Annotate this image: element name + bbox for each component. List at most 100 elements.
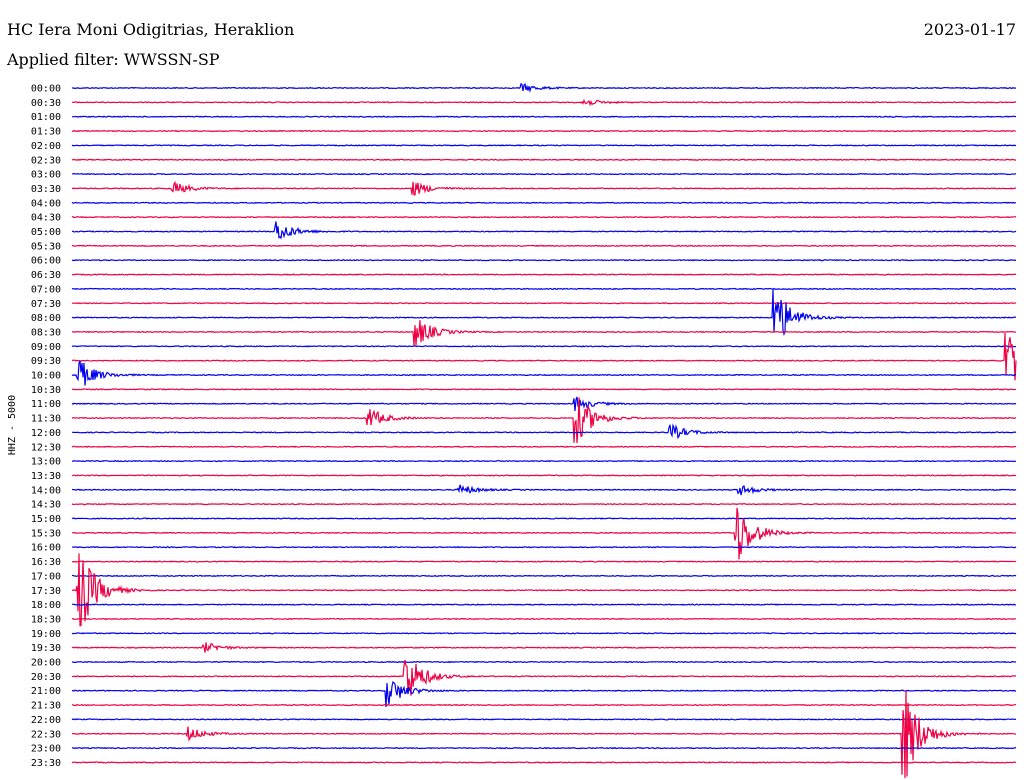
trace-row	[71, 98, 1017, 107]
trace-row	[71, 332, 1017, 381]
row-time-label: 13:00	[31, 457, 61, 468]
row-time-label: 22:30	[31, 729, 61, 740]
row-time-label: 10:30	[31, 385, 61, 396]
trace-row	[71, 360, 1017, 386]
trace-row	[71, 484, 1017, 496]
trace-row	[71, 129, 1017, 133]
trace-row	[71, 221, 1017, 240]
trace-row	[71, 761, 1017, 764]
row-time-label: 07:30	[31, 299, 61, 310]
row-time-label: 15:00	[31, 514, 61, 525]
row-time-label: 12:30	[31, 442, 61, 453]
trace-row	[71, 345, 1017, 348]
row-time-label: 11:30	[31, 414, 61, 425]
trace-row	[72, 545, 1017, 549]
row-time-label: 21:30	[31, 701, 61, 712]
row-time-label: 18:30	[31, 614, 61, 625]
trace-row	[71, 258, 1017, 262]
trace-row	[71, 642, 1017, 653]
trace-row	[71, 603, 1017, 606]
row-time-label: 21:00	[31, 686, 61, 697]
row-time-label: 14:00	[31, 485, 61, 496]
trace-row	[71, 680, 1017, 708]
row-time-label: 20:30	[31, 672, 61, 683]
trace-row	[71, 689, 1017, 779]
trace-row	[71, 459, 1017, 463]
row-time-label: 12:00	[31, 428, 61, 439]
row-time-label: 17:00	[31, 571, 61, 582]
row-time-label: 20:00	[31, 658, 61, 669]
row-time-label: 09:00	[31, 342, 61, 353]
trace-row	[71, 397, 1017, 444]
row-time-label: 10:00	[31, 371, 61, 382]
row-time-label: 18:00	[31, 600, 61, 611]
trace-row	[71, 423, 1017, 440]
trace-row	[71, 507, 1017, 560]
row-time-label: 13:30	[31, 471, 61, 482]
row-time-label: 05:30	[31, 241, 61, 252]
row-time-label: 02:00	[31, 141, 61, 152]
row-time-label: 11:00	[31, 399, 61, 410]
date-label: 2023-01-17	[923, 20, 1016, 39]
row-time-label: 22:00	[31, 715, 61, 726]
trace-row	[71, 172, 1017, 176]
trace-row	[71, 180, 1017, 196]
trace-row	[71, 289, 1017, 337]
row-time-label: 08:30	[31, 327, 61, 338]
trace-row	[71, 632, 1017, 635]
trace-row	[71, 474, 1017, 477]
row-time-label: 06:30	[31, 270, 61, 281]
row-time-label: 07:00	[31, 284, 61, 295]
row-time-label: 04:00	[31, 198, 61, 209]
trace-row	[71, 388, 1017, 391]
station-title: HC Iera Moni Odigitrias, Heraklion	[7, 20, 295, 39]
row-time-label: 17:30	[31, 586, 61, 597]
row-time-label: 05:00	[31, 227, 61, 238]
trace-row	[71, 746, 1017, 750]
trace-row	[71, 517, 1017, 520]
row-time-label: 01:30	[31, 127, 61, 138]
trace-row	[71, 82, 1017, 94]
row-time-label: 00:00	[31, 84, 61, 95]
row-time-label: 03:30	[31, 184, 61, 195]
trace-row	[71, 617, 1017, 621]
filter-label: Applied filter: WWSSN-SP	[7, 50, 220, 69]
trace-row	[71, 158, 1017, 161]
row-time-label: 19:00	[31, 629, 61, 640]
trace-row	[71, 115, 1017, 118]
trace-row	[71, 320, 1017, 346]
row-time-label: 23:00	[31, 744, 61, 755]
row-time-label: 16:30	[31, 557, 61, 568]
row-time-label: 00:30	[31, 98, 61, 109]
trace-row	[71, 718, 1017, 721]
row-time-label: 06:00	[31, 256, 61, 267]
trace-row	[71, 660, 1017, 664]
trace-row	[71, 553, 1017, 627]
trace-row	[71, 396, 1017, 411]
row-time-label: 04:30	[31, 213, 61, 224]
trace-row	[71, 574, 1017, 578]
trace-row	[71, 703, 1017, 707]
row-time-label: 09:30	[31, 356, 61, 367]
trace-row	[71, 273, 1017, 276]
trace-row	[71, 215, 1017, 219]
trace-row	[71, 244, 1017, 248]
row-time-label: 16:00	[31, 543, 61, 554]
row-time-label: 23:30	[31, 758, 61, 769]
row-time-label: 01:00	[31, 112, 61, 123]
row-time-label: 08:00	[31, 313, 61, 324]
trace-row	[71, 201, 1017, 205]
row-time-label: 03:00	[31, 170, 61, 181]
y-axis-label: HHZ - 5000	[7, 395, 18, 455]
trace-row	[71, 144, 1017, 147]
trace-row	[71, 659, 1017, 696]
row-time-label: 15:30	[31, 528, 61, 539]
trace-row	[71, 302, 1017, 305]
row-time-label: 02:30	[31, 155, 61, 166]
trace-row	[71, 445, 1017, 448]
trace-row	[71, 560, 1017, 563]
trace-row	[71, 502, 1017, 506]
row-time-label: 14:30	[31, 500, 61, 511]
trace-row	[71, 287, 1017, 291]
